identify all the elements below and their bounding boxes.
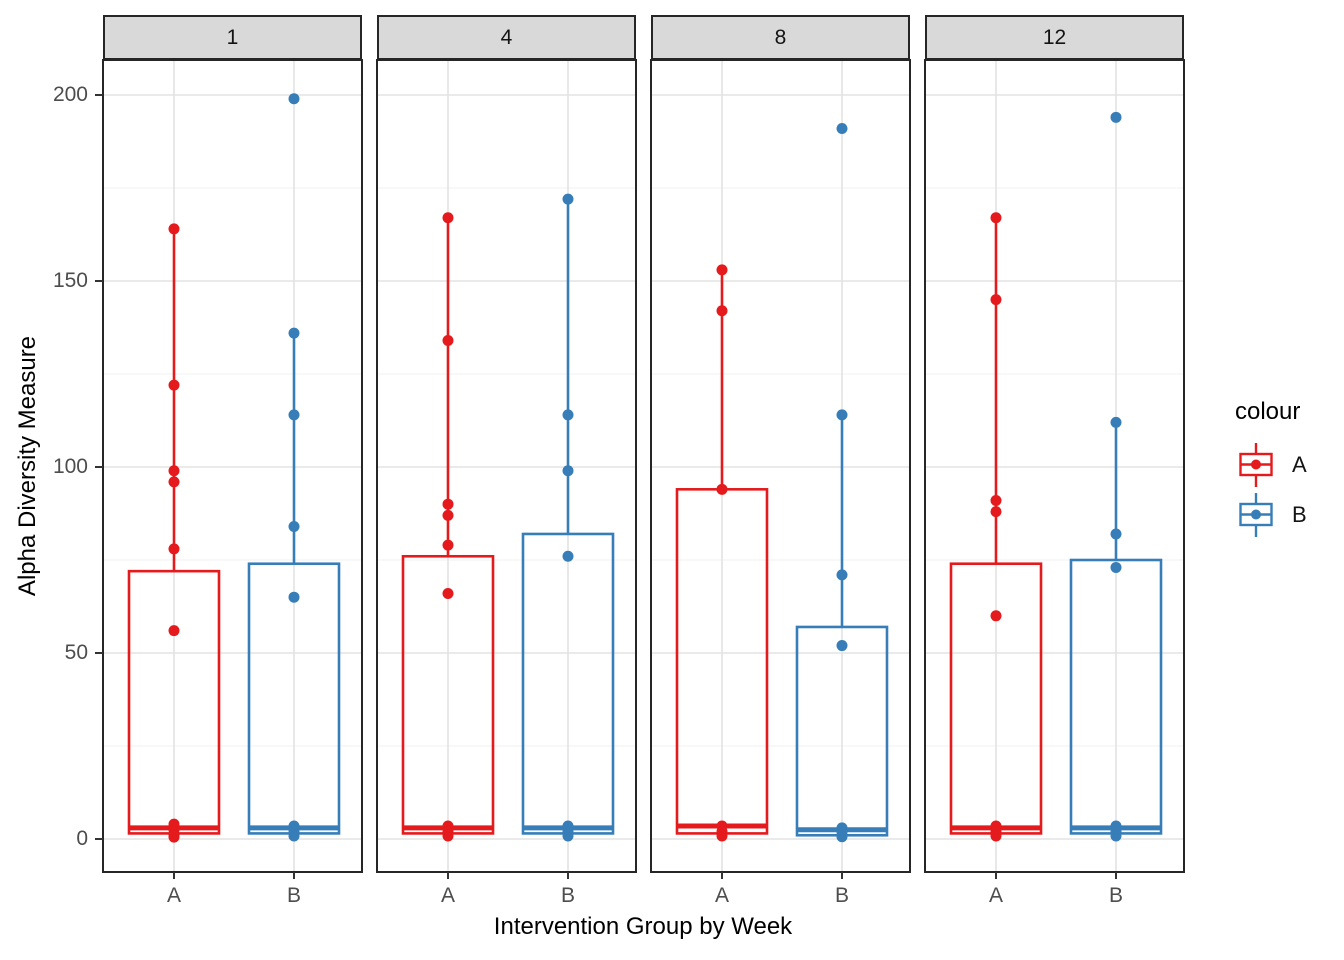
data-point <box>288 521 300 533</box>
x-tick-label: A <box>988 884 1003 907</box>
data-point <box>836 831 848 843</box>
points-week8-B <box>836 122 848 843</box>
data-point <box>442 212 454 224</box>
data-point <box>562 193 574 205</box>
data-point <box>442 498 454 510</box>
y-tick-label: 0 <box>76 827 88 850</box>
data-point <box>716 830 728 842</box>
data-point <box>288 591 300 603</box>
legend-entry-B: B <box>1228 490 1344 540</box>
data-point <box>716 483 728 495</box>
x-tick-label: B <box>560 884 575 907</box>
points-week1-A <box>168 223 180 843</box>
data-point <box>168 831 180 843</box>
data-point <box>442 509 454 521</box>
data-point <box>836 409 848 421</box>
facet-strip-label: 8 <box>774 25 787 49</box>
facet-panel-8 <box>650 59 911 879</box>
x-tick-label: B <box>286 884 301 907</box>
data-point <box>442 830 454 842</box>
data-point <box>990 830 1002 842</box>
facet-strip-label: 1 <box>226 25 239 49</box>
data-point <box>836 640 848 652</box>
boxplot-key-icon <box>1239 443 1273 487</box>
facet-panel-4 <box>376 59 637 879</box>
legend-label: A <box>1292 452 1307 477</box>
data-point <box>836 569 848 581</box>
data-point <box>168 223 180 235</box>
data-point <box>1110 830 1122 842</box>
x-tick-label: A <box>440 884 455 907</box>
data-point <box>168 465 180 477</box>
data-point <box>288 830 300 842</box>
data-point <box>168 476 180 488</box>
gridlines <box>925 60 1184 872</box>
x-axis-title: Intervention Group by Week <box>493 913 793 940</box>
data-point <box>562 830 574 842</box>
y-tick-label: 100 <box>52 455 88 478</box>
y-axis-title: Alpha Diversity Measure <box>14 335 41 597</box>
data-point <box>990 506 1002 518</box>
data-point <box>288 409 300 421</box>
data-point <box>990 494 1002 506</box>
data-point <box>442 539 454 551</box>
facet-strip-week-8: 8 <box>651 15 910 60</box>
points-week12-A <box>990 212 1002 842</box>
y-axis-ticks <box>95 94 103 840</box>
x-tick-label: A <box>714 884 729 907</box>
data-point <box>288 327 300 339</box>
data-point <box>1110 111 1122 123</box>
boxplot-key-icon <box>1239 493 1273 537</box>
data-point <box>168 543 180 555</box>
points-week4-A <box>442 212 454 842</box>
data-point <box>836 122 848 134</box>
data-point <box>168 625 180 637</box>
facet-strip-week-4: 4 <box>377 15 636 60</box>
data-point <box>562 550 574 562</box>
facet-strip-label: 4 <box>500 25 513 49</box>
legend-label: B <box>1292 502 1307 527</box>
data-point <box>1110 528 1122 540</box>
data-point <box>716 305 728 317</box>
y-tick-label: 150 <box>52 269 88 292</box>
data-point <box>990 610 1002 622</box>
legend-title: colour <box>1235 398 1301 425</box>
facet-panel-1 <box>102 59 363 879</box>
data-point <box>288 93 300 105</box>
facet-strip-week-12: 12 <box>925 15 1184 60</box>
y-tick-label: 50 <box>64 641 88 664</box>
x-tick-label: B <box>834 884 849 907</box>
points-week4-B <box>562 193 574 842</box>
data-point <box>716 264 728 276</box>
data-point <box>168 379 180 391</box>
data-point <box>1110 416 1122 428</box>
facet-strip-label: 12 <box>1042 25 1067 49</box>
data-point <box>562 465 574 477</box>
legend-entry-A: A <box>1228 440 1344 490</box>
points-week1-B <box>288 93 300 842</box>
gridlines <box>103 60 362 872</box>
facet-panel-12 <box>924 59 1185 879</box>
data-point <box>990 212 1002 224</box>
x-tick-label: A <box>166 884 181 907</box>
y-tick-label: 200 <box>52 83 88 106</box>
points-week12-B <box>1110 111 1122 842</box>
data-point <box>442 587 454 599</box>
data-point <box>442 335 454 347</box>
legend: colour A B <box>1228 398 1344 540</box>
x-tick-label: B <box>1108 884 1123 907</box>
gridlines <box>651 60 910 872</box>
facet-strip-week-1: 1 <box>103 15 362 60</box>
data-point <box>562 409 574 421</box>
points-week8-A <box>716 264 728 842</box>
data-point <box>990 294 1002 306</box>
data-point <box>1110 561 1122 573</box>
gridlines <box>377 60 636 872</box>
